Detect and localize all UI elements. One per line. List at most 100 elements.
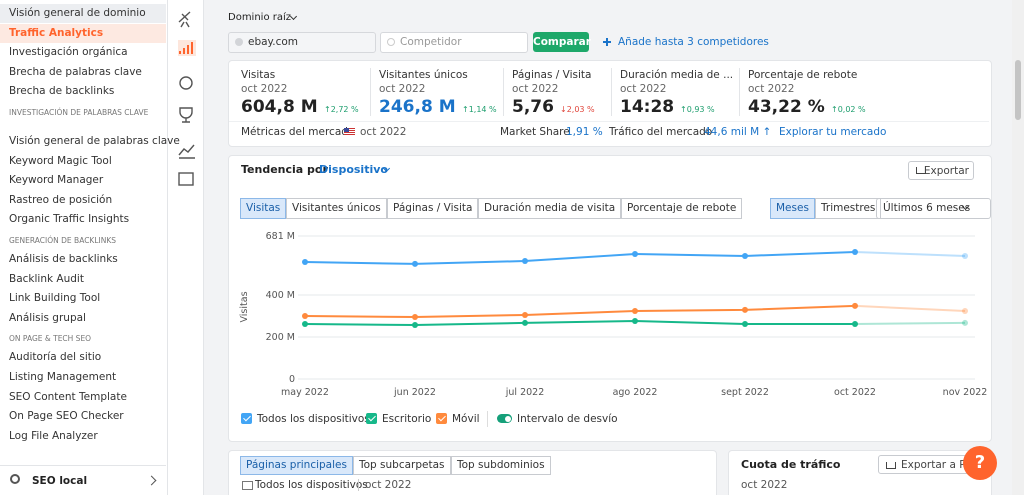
rail-icons <box>178 11 196 186</box>
metric-tab[interactable]: Duración media de visita <box>478 198 622 219</box>
metric-change: ↑0,93 % <box>680 105 715 114</box>
metric-change: ↑1,14 % <box>462 105 497 114</box>
nav-item[interactable]: Link Building Tool <box>9 292 101 305</box>
data-point <box>302 320 308 327</box>
dot <box>387 38 395 46</box>
nav-item[interactable]: Organic Traffic Insights <box>9 213 130 226</box>
period-tab[interactable]: Trimestres <box>815 198 882 219</box>
legend-label: Todos los dispositivos <box>257 413 370 425</box>
metric-date: oct 2022 <box>241 83 288 95</box>
legend-checkbox[interactable] <box>436 413 447 424</box>
nav-item[interactable]: Keyword Manager <box>9 174 104 187</box>
nav-hover-bg <box>0 4 166 23</box>
device-label: Todos los dispositivos <box>255 479 368 491</box>
compare-button[interactable]: Comparar <box>533 32 591 52</box>
nav-item[interactable]: SEO Content Template <box>9 390 127 403</box>
nav-item[interactable]: Listing Management <box>9 371 117 383</box>
scrollbar[interactable] <box>1012 0 1024 495</box>
range-select[interactable]: Últimos 6 meses <box>876 198 992 219</box>
scope-select[interactable]: Dominio raíz <box>228 12 292 23</box>
scroll-thumb[interactable] <box>1015 60 1021 120</box>
share-value: 1,91 % <box>566 126 603 138</box>
nav-item[interactable]: Visión general de palabras clave <box>9 135 180 147</box>
period-tab[interactable]: Meses <box>770 198 815 219</box>
help-button[interactable]: ? <box>963 446 997 480</box>
share-label: Market Share <box>500 126 570 138</box>
metric-value: 14:28 <box>620 97 675 117</box>
metric-tab[interactable]: Visitas <box>240 198 287 219</box>
data-point <box>412 322 418 329</box>
nav-item[interactable]: Análisis grupal <box>9 311 86 324</box>
series-line <box>854 250 966 257</box>
competitor-input[interactable] <box>380 32 528 53</box>
toggle-knob <box>505 415 511 422</box>
series-line <box>304 250 856 265</box>
metric-change: ↑0,02 % <box>831 105 866 114</box>
nav-item[interactable]: Traffic Analytics <box>9 26 104 39</box>
nav-item[interactable]: Análisis de backlinks <box>9 253 118 265</box>
metrics-card <box>228 60 992 147</box>
metric-date: oct 2022 <box>512 83 559 95</box>
export-button[interactable]: Exportar <box>908 161 974 180</box>
metric-tab[interactable]: Páginas / Visita <box>387 198 479 219</box>
nav-item[interactable]: Investigación orgánica <box>9 46 128 59</box>
data-point <box>302 313 308 320</box>
pin-icon <box>10 474 20 484</box>
nav-item[interactable]: Visión general de dominio <box>9 7 146 19</box>
metric-change: ↓2,03 % <box>560 105 595 114</box>
toggle-label: Intervalo de desvío <box>517 413 618 425</box>
metric-tab[interactable]: Visitantes únicos <box>286 198 387 219</box>
data-point <box>742 252 748 259</box>
nav-item[interactable]: Rastreo de posición <box>9 193 113 206</box>
nav-item[interactable]: Log File Analyzer <box>9 429 98 442</box>
nav-item[interactable]: Keyword Magic Tool <box>9 154 112 167</box>
traffic-label: Tráfico del mercado <box>609 126 713 138</box>
legend-sep <box>487 411 488 427</box>
share-date: oct 2022 <box>741 479 788 491</box>
domain-input[interactable] <box>228 32 376 53</box>
metric-change: ↑2,72 % <box>324 105 359 114</box>
market-date: oct 2022 <box>360 126 407 138</box>
divider <box>503 68 504 116</box>
trend-dropdown[interactable]: Dispositivo <box>319 163 388 176</box>
domain-text: ebay.com <box>248 36 299 48</box>
explore-link[interactable]: Explorar tu mercado <box>779 126 887 138</box>
data-point <box>412 314 418 321</box>
nav-item[interactable]: Backlink Audit <box>9 272 84 285</box>
competitor-placeholder: Competidor <box>400 36 462 48</box>
data-point <box>632 251 638 258</box>
toggle[interactable] <box>497 414 512 423</box>
metric-label: Visitantes únicos <box>379 69 468 81</box>
sep <box>358 479 359 491</box>
export-icon <box>886 462 896 469</box>
pages-tab[interactable]: Páginas principales <box>240 456 353 475</box>
data-point <box>522 319 528 326</box>
metric-label: Porcentaje de rebote <box>748 69 858 81</box>
pages-tab[interactable]: Top subcarpetas <box>353 456 451 475</box>
data-point <box>852 302 858 309</box>
x-tick-label: jul 2022 <box>505 387 545 398</box>
nav-item[interactable]: Brecha de palabras clave <box>9 65 142 78</box>
x-tick-label: may 2022 <box>281 387 329 398</box>
legend-label: Móvil <box>452 413 480 425</box>
export-icon <box>916 167 926 174</box>
add-competitors[interactable]: Añade hasta 3 competidores <box>618 36 769 48</box>
divider <box>739 68 740 116</box>
data-point <box>852 248 858 255</box>
metric-date: oct 2022 <box>379 83 426 95</box>
series-line <box>854 321 966 325</box>
metric-tab[interactable]: Porcentaje de rebote <box>621 198 743 219</box>
divider <box>611 68 612 116</box>
nav-footer[interactable]: SEO local <box>32 475 88 487</box>
plus-icon <box>606 37 608 46</box>
legend-checkbox[interactable] <box>241 413 252 424</box>
pages-tab[interactable]: Top subdominios <box>451 456 551 475</box>
nav-item[interactable]: Auditoría del sitio <box>9 351 102 364</box>
metric-date: oct 2022 <box>620 83 667 95</box>
traffic-value: 44,6 mil M ↑ <box>704 126 772 138</box>
nav-item[interactable]: Brecha de backlinks <box>9 85 115 98</box>
nav-item[interactable]: On Page SEO Checker <box>9 410 124 423</box>
metric-value: 5,76 <box>512 97 554 117</box>
series-line <box>854 304 966 312</box>
legend-checkbox[interactable] <box>366 413 377 424</box>
